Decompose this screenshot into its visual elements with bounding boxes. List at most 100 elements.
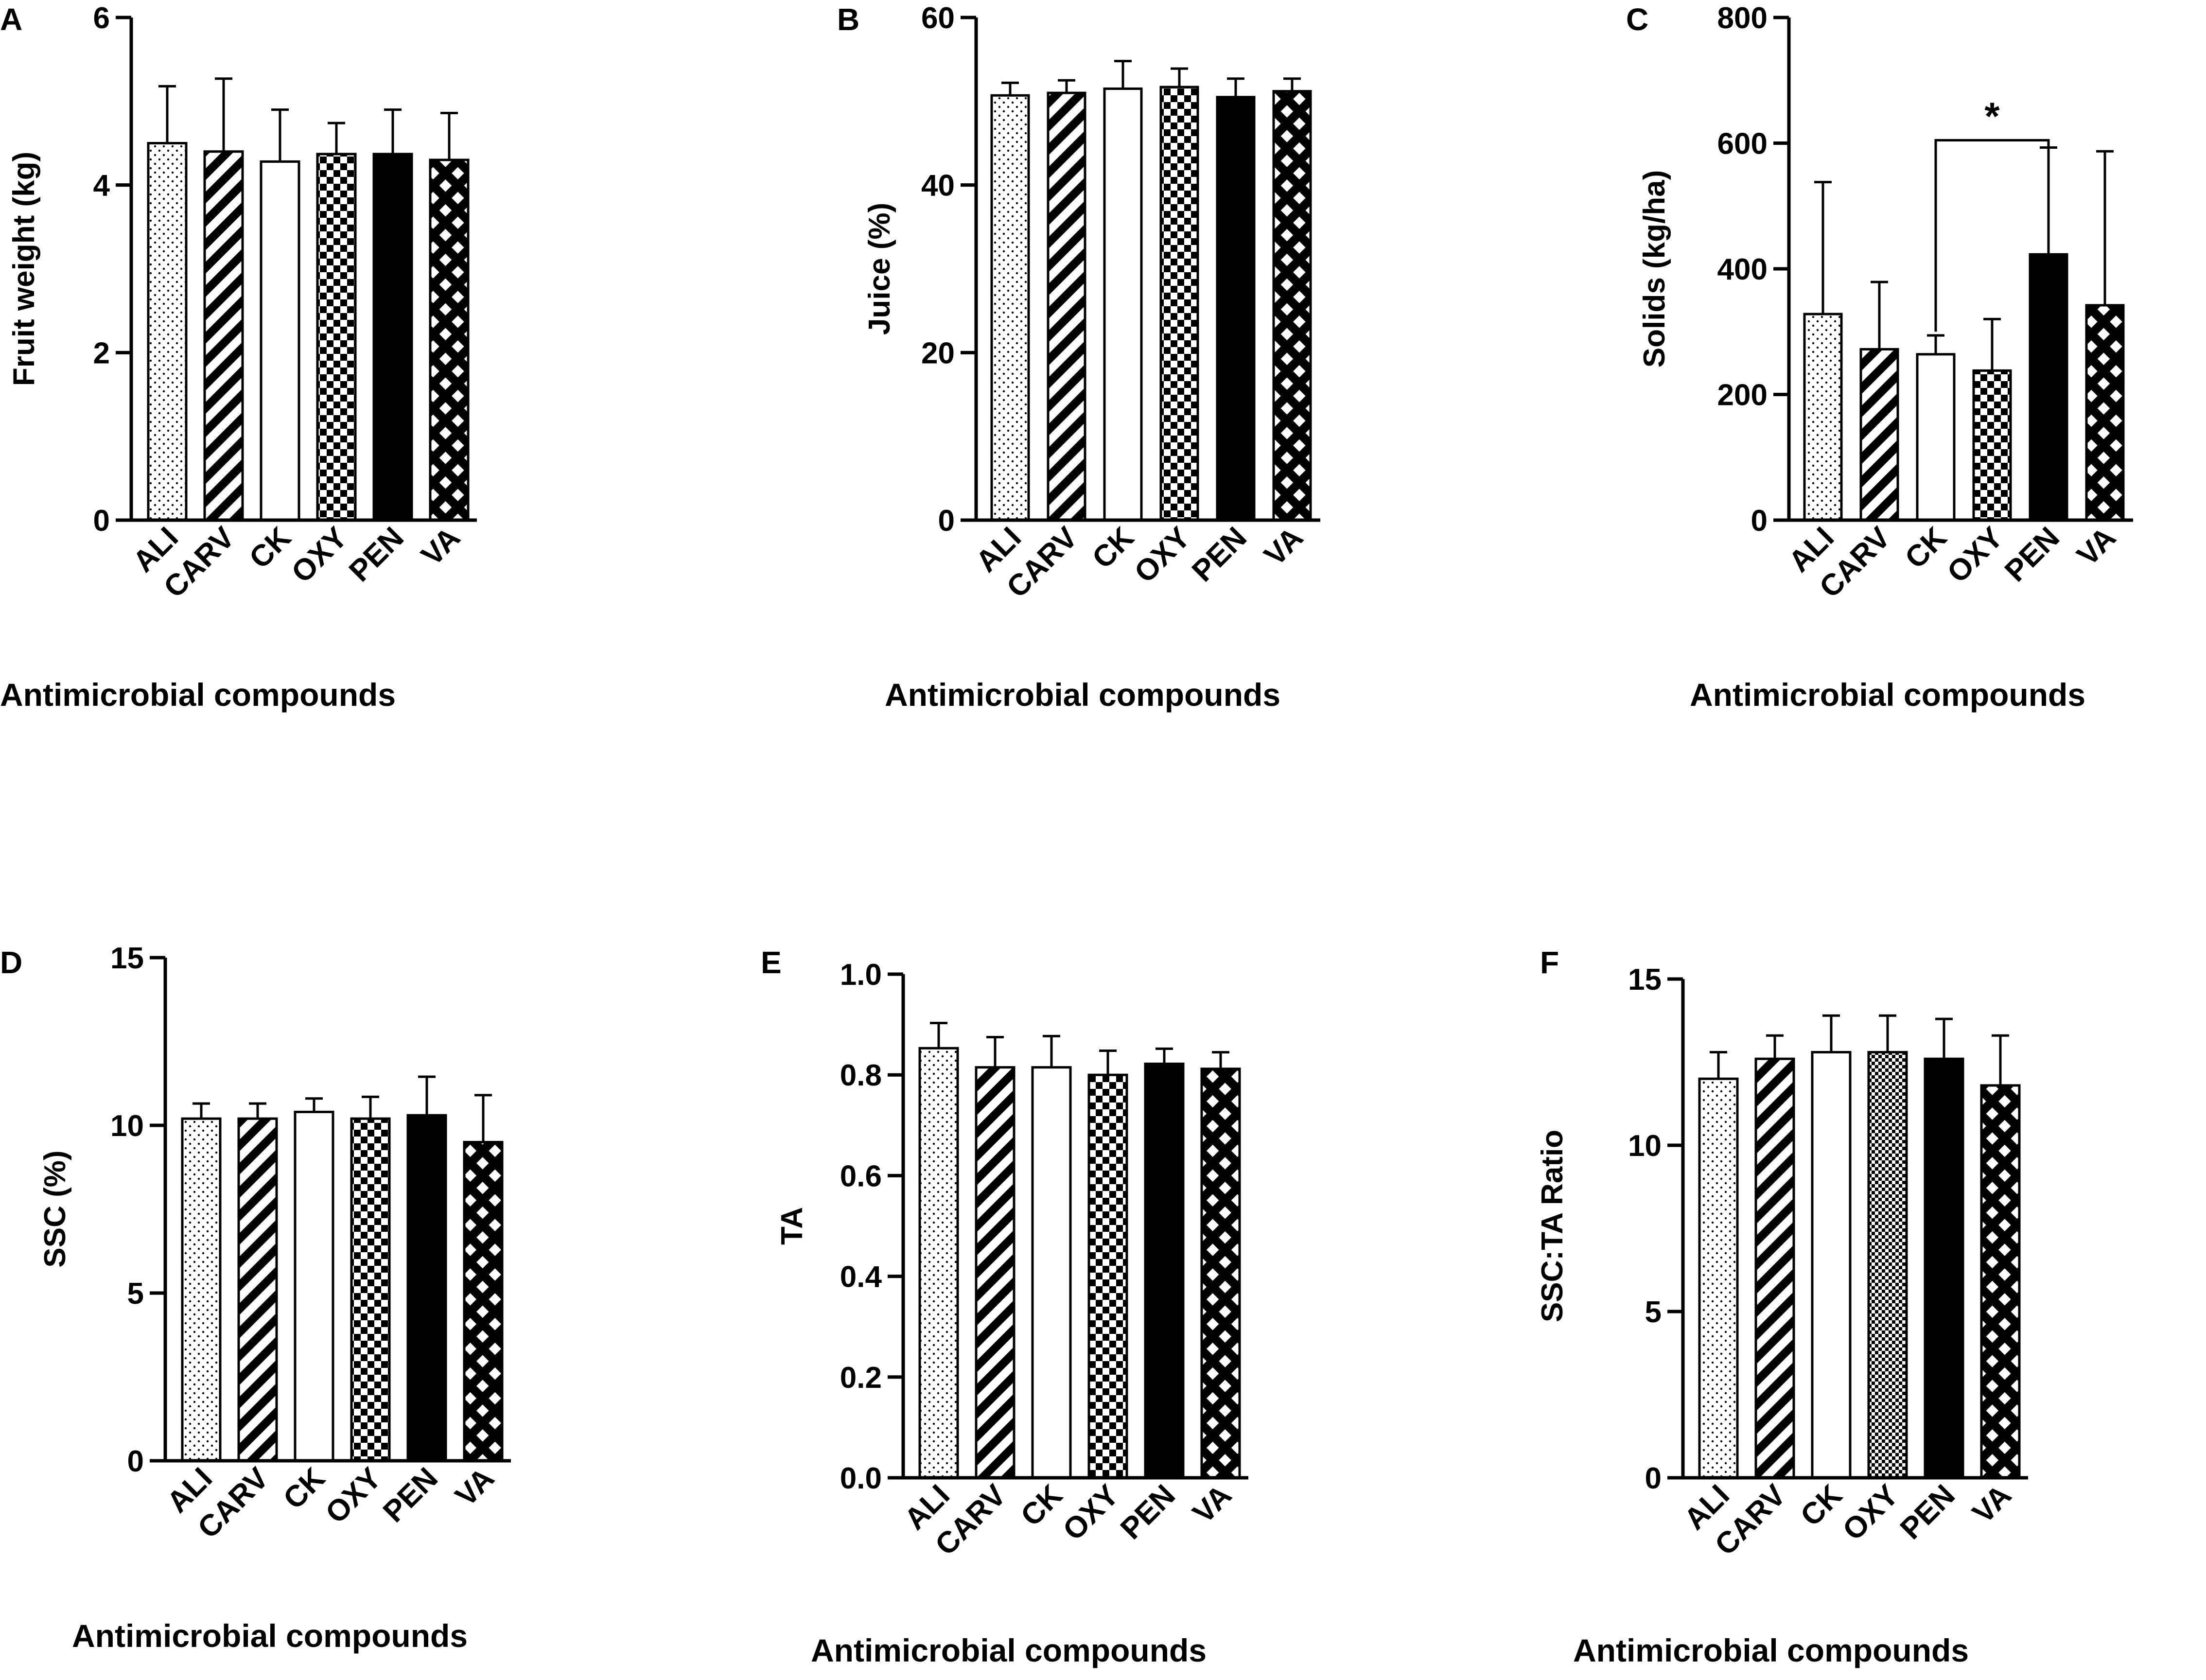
panel-a-bar-va: [429, 158, 470, 522]
panel-f-bar-va: [1980, 1084, 2021, 1479]
panel-b-y-tick-label: 40: [921, 169, 955, 203]
panel-b-bar-ali: [990, 94, 1030, 522]
panel-c-bar-carv: [1859, 348, 1899, 522]
panel-c-significance-label: *: [1984, 95, 2000, 138]
panel-c-x-tick-label-pen: PEN: [1998, 521, 2066, 588]
panel-c-bar-ck: [1916, 353, 1956, 522]
panel-a-x-tick-label-va: VA: [415, 521, 466, 572]
panel-a-y-tick-label: 2: [93, 336, 110, 370]
panel-c-significance-bracket: [1934, 139, 2050, 332]
panel-e-x-tick-label-pen: PEN: [1114, 1478, 1182, 1546]
panel-e-bar-ck: [1031, 1066, 1072, 1479]
panel-f-bar-oxy: [1867, 1050, 1908, 1479]
panel-a-x-tick-label-pen: PEN: [343, 521, 410, 588]
panel-b-x-tick-label-pen: PEN: [1186, 521, 1253, 588]
panel-f-y-label: SSC:TA Ratio: [1536, 1130, 1569, 1322]
panel-d-bar-ali: [181, 1117, 222, 1462]
panel-b-y-label: Juice (%): [863, 203, 896, 335]
panel-e-x-tick-label-oxy: OXY: [1057, 1478, 1125, 1547]
panel-f-bar-pen: [1924, 1057, 1964, 1479]
panel-e-bar-oxy: [1087, 1073, 1128, 1479]
panel-f-x-tick-label-pen: PEN: [1894, 1478, 1961, 1546]
panel-d-x-label: Antimicrobial compounds: [72, 1618, 468, 1654]
panel-d-x-tick-label-pen: PEN: [377, 1461, 444, 1529]
panel-c-y-tick-label: 400: [1717, 253, 1768, 286]
panel-d-bar-va: [463, 1141, 504, 1462]
panel-a-letter: A: [0, 2, 22, 37]
panel-c-x-tick-label-va: VA: [2070, 521, 2122, 572]
panel-c-x-tick-label-oxy: OXY: [1941, 521, 2010, 589]
panel-f-y-tick-label: 0: [1645, 1462, 1662, 1495]
panel-f-x-tick-label-va: VA: [1966, 1478, 2017, 1530]
panel-a-y-tick-label: 0: [93, 504, 110, 538]
panel-f-bar-ck: [1811, 1050, 1852, 1479]
panel-d-y-tick-label: 0: [127, 1445, 144, 1478]
panel-c-bar-va: [2085, 304, 2125, 522]
panel-d-bar-ck: [294, 1110, 334, 1462]
panel-c-bar-oxy: [1972, 369, 2012, 522]
panel-c-bar-pen: [2029, 253, 2068, 522]
panel-c-y-tick-label: 0: [1751, 504, 1768, 538]
panel-c-y-label: Solids (kg/ha): [1638, 170, 1671, 368]
panel-d-y-tick-label: 5: [127, 1277, 144, 1311]
panel-e-x-tick-label-va: VA: [1186, 1478, 1238, 1530]
panel-d-letter: D: [0, 945, 22, 980]
panel-f-y-tick-label: 5: [1645, 1295, 1662, 1329]
panel-e-bar-carv: [975, 1066, 1015, 1479]
panel-f-bar-ali: [1698, 1077, 1739, 1479]
panel-a-x-label: Antimicrobial compounds: [0, 677, 396, 713]
panel-d-y-tick-label: 15: [110, 942, 144, 975]
panel-f-y-tick-label: 15: [1628, 963, 1662, 997]
panel-a-y-tick-label: 6: [93, 1, 110, 35]
panel-e-y-tick-label: 0.4: [840, 1260, 882, 1294]
panel-b-x-tick-label-oxy: OXY: [1128, 521, 1197, 589]
panel-b-bar-oxy: [1159, 86, 1199, 522]
panel-f-y-tick-label: 10: [1628, 1129, 1662, 1163]
panel-a-bar-ali: [147, 142, 188, 522]
panel-f-x-label: Antimicrobial compounds: [1573, 1632, 1969, 1668]
panel-f-x-tick-label-oxy: OXY: [1837, 1478, 1905, 1547]
panel-e-bar-va: [1200, 1068, 1241, 1479]
panel-b-bar-va: [1272, 90, 1312, 522]
panel-b-letter: B: [837, 2, 859, 37]
panel-c-y-tick-label: 200: [1717, 379, 1768, 412]
panel-e-y-tick-label: 0.6: [840, 1159, 882, 1193]
panel-a-y-label: Fruit weight (kg): [7, 152, 41, 386]
panel-d-bar-pen: [406, 1114, 447, 1462]
panel-a-y-tick-label: 4: [93, 169, 110, 203]
panel-a-bar-carv: [203, 150, 244, 522]
panel-c-y-tick-label: 600: [1717, 127, 1768, 161]
panel-e-y-tick-label: 0.2: [840, 1361, 882, 1395]
panel-c-x-label: Antimicrobial compounds: [1690, 677, 2085, 713]
panel-b-y-tick-label: 20: [921, 336, 955, 370]
panel-c-y-tick-label: 800: [1717, 1, 1768, 35]
panel-b-x-label: Antimicrobial compounds: [885, 677, 1280, 713]
panel-c-bar-ali: [1803, 313, 1843, 522]
panel-a-bar-ck: [260, 160, 300, 522]
panel-a-bar-pen: [372, 153, 413, 522]
panel-b-y-tick-label: 60: [921, 1, 955, 35]
panel-b-y-tick-label: 0: [938, 504, 955, 538]
panel-d-bar-oxy: [350, 1117, 391, 1462]
panel-e-y-tick-label: 0.8: [840, 1059, 882, 1092]
panel-e-y-tick-label: 0.0: [840, 1462, 882, 1495]
panel-c-letter: C: [1626, 2, 1648, 37]
panel-e-x-label: Antimicrobial compounds: [811, 1632, 1207, 1668]
panel-d-bar-carv: [237, 1117, 278, 1462]
panel-a-x-tick-label-oxy: OXY: [285, 521, 354, 589]
panel-e-y-tick-label: 1.0: [840, 958, 882, 992]
panel-d-x-tick-label-va: VA: [449, 1461, 500, 1513]
panel-e-y-label: TA: [775, 1207, 809, 1245]
panel-b-bar-carv: [1047, 91, 1086, 522]
panel-f-bar-carv: [1754, 1057, 1795, 1479]
panel-e-letter: E: [761, 945, 782, 980]
panel-b-x-tick-label-va: VA: [1258, 521, 1309, 572]
panel-b-bar-ck: [1103, 87, 1143, 522]
panel-d-x-tick-label-oxy: OXY: [319, 1461, 388, 1530]
panel-e-bar-ali: [918, 1047, 959, 1479]
